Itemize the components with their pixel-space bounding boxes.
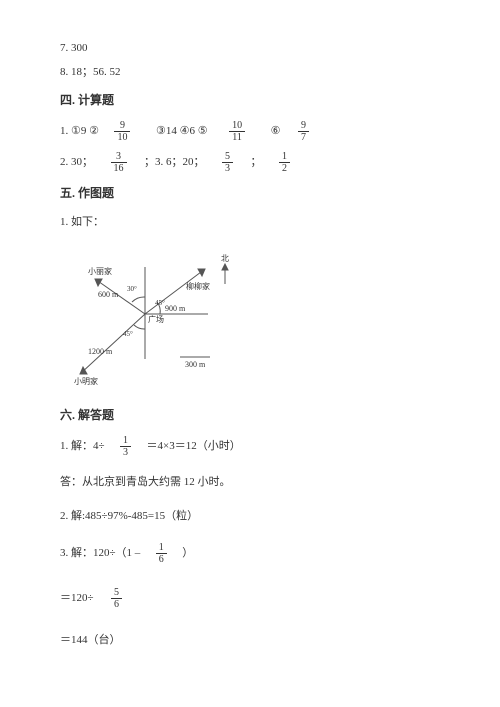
label-center: 广场 [148, 314, 164, 324]
section-5-title: 五. 作图题 [60, 184, 440, 203]
label-1200: 1200 m [88, 347, 113, 356]
fraction: 316 [111, 151, 127, 174]
answer-7: 7. 300 [60, 40, 440, 58]
label-sw: 小明家 [74, 376, 98, 386]
fraction: 13 [120, 435, 131, 458]
sec6-q3-result: ＝144（台） [60, 632, 440, 650]
text: ；3. 6；20； [144, 156, 205, 168]
fraction: 53 [222, 151, 233, 174]
text: ⑥ [271, 125, 281, 137]
fraction: 56 [111, 587, 122, 610]
label-600: 600 m [98, 290, 119, 299]
sec6-q1-answer: 答：从北京到青岛大约需 12 小时。 [60, 474, 440, 492]
text: 3. 解：120÷（1 – [60, 547, 140, 559]
section-4-title: 四. 计算题 [60, 91, 440, 110]
sec4-q1: 1. ①9 ② 910 ③14 ④6 ⑤ 1011 ⑥ 97 [60, 120, 440, 143]
text: ③14 ④6 ⑤ [156, 125, 208, 137]
sec6-q3: 3. 解：120÷（1 – 16 ） [60, 542, 440, 565]
text: 1. ①9 ② [60, 125, 99, 137]
fraction: 1011 [229, 120, 245, 143]
fraction: 16 [156, 542, 167, 565]
fraction: 910 [114, 120, 130, 143]
label-ang45-1: 45° [155, 299, 165, 307]
label-ang30: 30° [127, 285, 137, 293]
sec6-q3-step2: ＝120÷ 56 [60, 587, 440, 610]
fraction: 12 [279, 151, 290, 174]
sec4-q2: 2. 30； 316 ；3. 6；20； 53 ； 12 [60, 151, 440, 174]
compass-diagram: 小丽家 柳柳家 北 600 m 900 m 1200 m 广场 300 m 小明… [60, 239, 245, 394]
sec5-q1: 1. 如下： [60, 214, 440, 232]
label-900: 900 m [165, 304, 186, 313]
text: ） [182, 547, 193, 559]
fraction: 97 [298, 120, 309, 143]
text: 2. 30； [60, 156, 93, 168]
text: ＝4×3＝12（小时） [147, 440, 241, 452]
sec6-q1: 1. 解：4÷ 13 ＝4×3＝12（小时） [60, 435, 440, 458]
label-nw: 小丽家 [88, 266, 112, 276]
text: ＝120÷ [60, 592, 94, 604]
text: ； [251, 156, 262, 168]
label-north: 北 [221, 254, 229, 263]
answer-8: 8. 18；56. 52 [60, 64, 440, 82]
text: 1. 解：4÷ [60, 440, 105, 452]
label-ne: 柳柳家 [186, 281, 210, 291]
sec6-q2: 2. 解:485÷97%-485=15（粒） [60, 508, 440, 526]
section-6-title: 六. 解答题 [60, 406, 440, 425]
label-ang45-2: 45° [123, 330, 133, 338]
label-scale: 300 m [185, 360, 206, 369]
